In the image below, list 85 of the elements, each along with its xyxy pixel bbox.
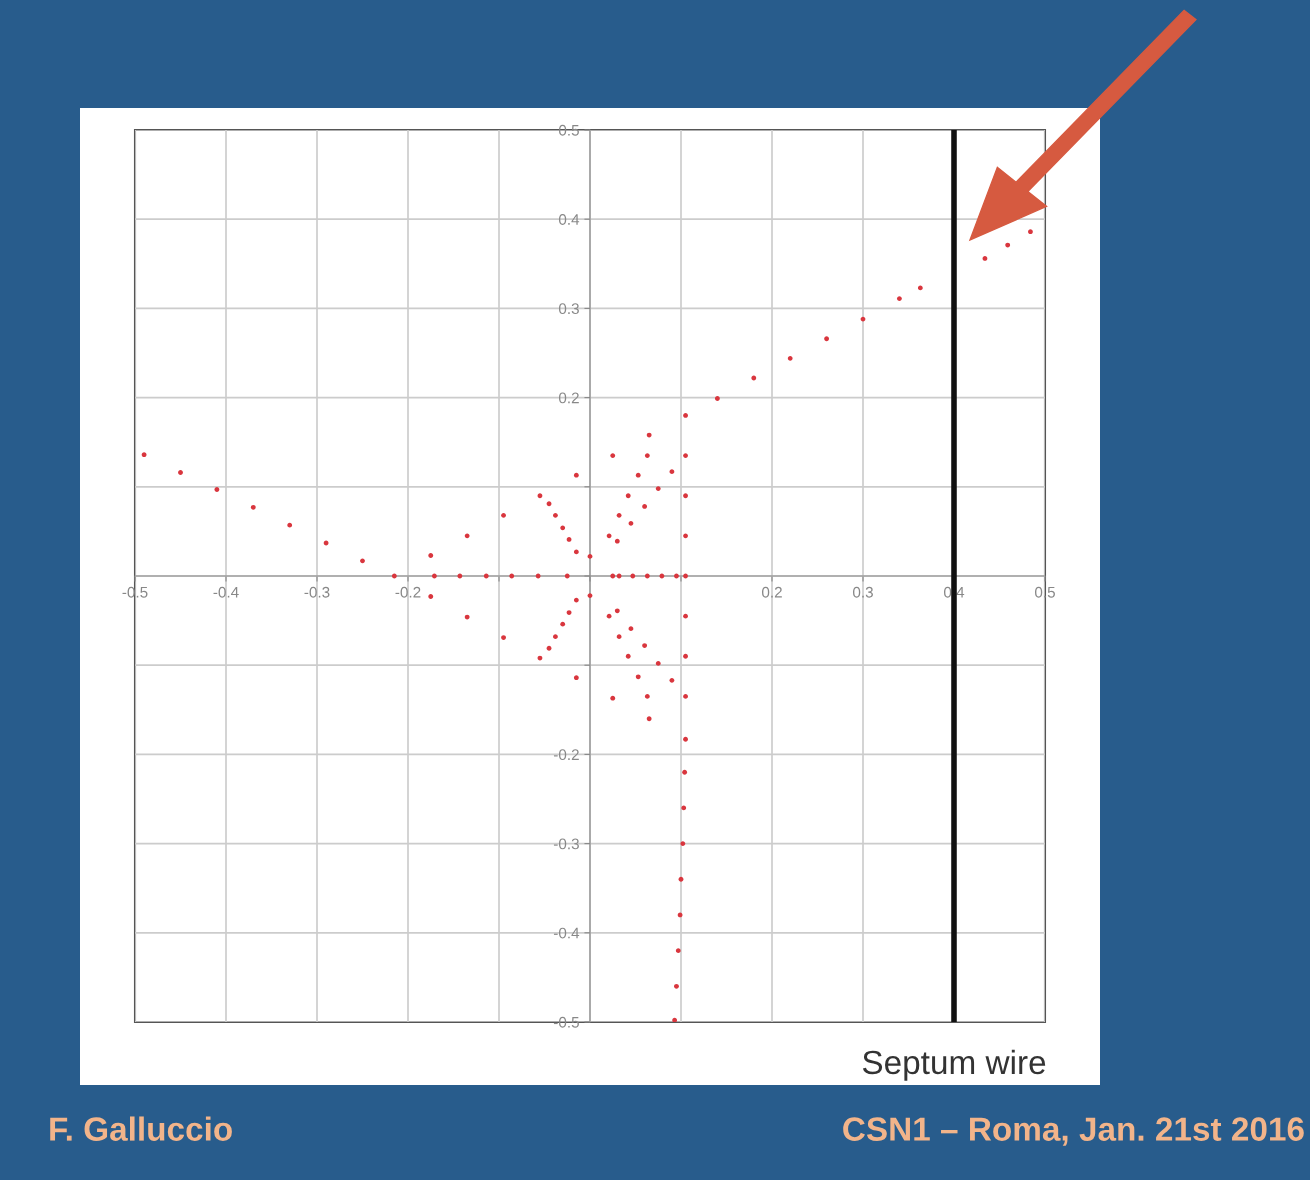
point bbox=[616, 634, 622, 640]
point bbox=[573, 675, 579, 681]
point bbox=[610, 695, 616, 701]
y-tick-label: 0.4 bbox=[558, 214, 580, 225]
point bbox=[644, 694, 650, 699]
point bbox=[214, 487, 220, 492]
point bbox=[917, 285, 923, 291]
y-tick-label: -0.4 bbox=[553, 927, 580, 939]
point bbox=[644, 573, 650, 579]
x-tick-label: -0.3 bbox=[304, 586, 330, 598]
point bbox=[683, 413, 688, 418]
point bbox=[501, 512, 506, 518]
point bbox=[610, 453, 616, 458]
point bbox=[642, 504, 648, 509]
point bbox=[655, 486, 661, 491]
y-tick-label: 0.3 bbox=[558, 303, 579, 315]
point bbox=[655, 661, 661, 666]
point bbox=[573, 597, 579, 603]
x-tick-label: 0.2 bbox=[761, 586, 782, 598]
point bbox=[616, 512, 622, 518]
point bbox=[1005, 242, 1011, 248]
point bbox=[630, 573, 636, 579]
point bbox=[683, 493, 688, 499]
ref-line-label: Septum wire bbox=[862, 1049, 1046, 1081]
point bbox=[564, 573, 570, 579]
point bbox=[646, 716, 652, 722]
point bbox=[178, 470, 183, 475]
point bbox=[428, 553, 434, 558]
point bbox=[678, 876, 684, 882]
point bbox=[674, 983, 679, 989]
point bbox=[683, 736, 688, 742]
point bbox=[1028, 229, 1033, 235]
point bbox=[509, 573, 515, 579]
point bbox=[573, 472, 579, 478]
point bbox=[635, 472, 641, 478]
text: F. Galluccio bbox=[50, 1116, 232, 1141]
x-tick-label: -0.4 bbox=[213, 586, 239, 598]
point bbox=[683, 453, 688, 458]
point bbox=[560, 621, 566, 627]
point bbox=[628, 626, 634, 632]
point bbox=[682, 769, 688, 775]
point bbox=[683, 653, 688, 659]
y-tick-label: -0.3 bbox=[553, 838, 579, 850]
point bbox=[610, 573, 616, 579]
point bbox=[751, 375, 757, 381]
point bbox=[141, 452, 147, 458]
point bbox=[625, 493, 631, 499]
point bbox=[428, 594, 434, 599]
point bbox=[546, 645, 552, 651]
point bbox=[896, 296, 902, 301]
point bbox=[553, 634, 558, 640]
x-tick-label: 0.3 bbox=[852, 586, 873, 598]
point bbox=[573, 549, 579, 555]
point bbox=[625, 653, 631, 659]
point bbox=[250, 504, 256, 510]
point bbox=[483, 573, 489, 579]
point bbox=[669, 677, 675, 683]
y-tick-label: -0.2 bbox=[553, 749, 579, 761]
point bbox=[683, 533, 688, 539]
point bbox=[714, 396, 720, 401]
point bbox=[642, 643, 648, 648]
point bbox=[683, 694, 688, 699]
point bbox=[824, 336, 830, 342]
point bbox=[614, 608, 620, 614]
point bbox=[675, 948, 681, 954]
point bbox=[546, 501, 552, 507]
point bbox=[287, 522, 293, 528]
text: CSN1 – Roma, Jan. 21st 2016 bbox=[843, 1117, 1304, 1146]
x-tick-label: -0.2 bbox=[395, 586, 421, 598]
y-tick-label: 0.2 bbox=[558, 392, 579, 404]
point bbox=[672, 1017, 678, 1022]
point bbox=[360, 558, 365, 564]
point bbox=[628, 520, 634, 526]
point bbox=[644, 453, 650, 458]
point bbox=[553, 512, 558, 518]
point bbox=[787, 355, 793, 361]
point bbox=[683, 613, 688, 619]
point bbox=[614, 538, 620, 544]
point bbox=[537, 493, 543, 499]
point bbox=[681, 805, 687, 811]
point bbox=[635, 674, 641, 680]
point bbox=[669, 469, 675, 475]
point bbox=[560, 525, 566, 531]
point bbox=[680, 841, 686, 847]
point bbox=[501, 635, 506, 640]
